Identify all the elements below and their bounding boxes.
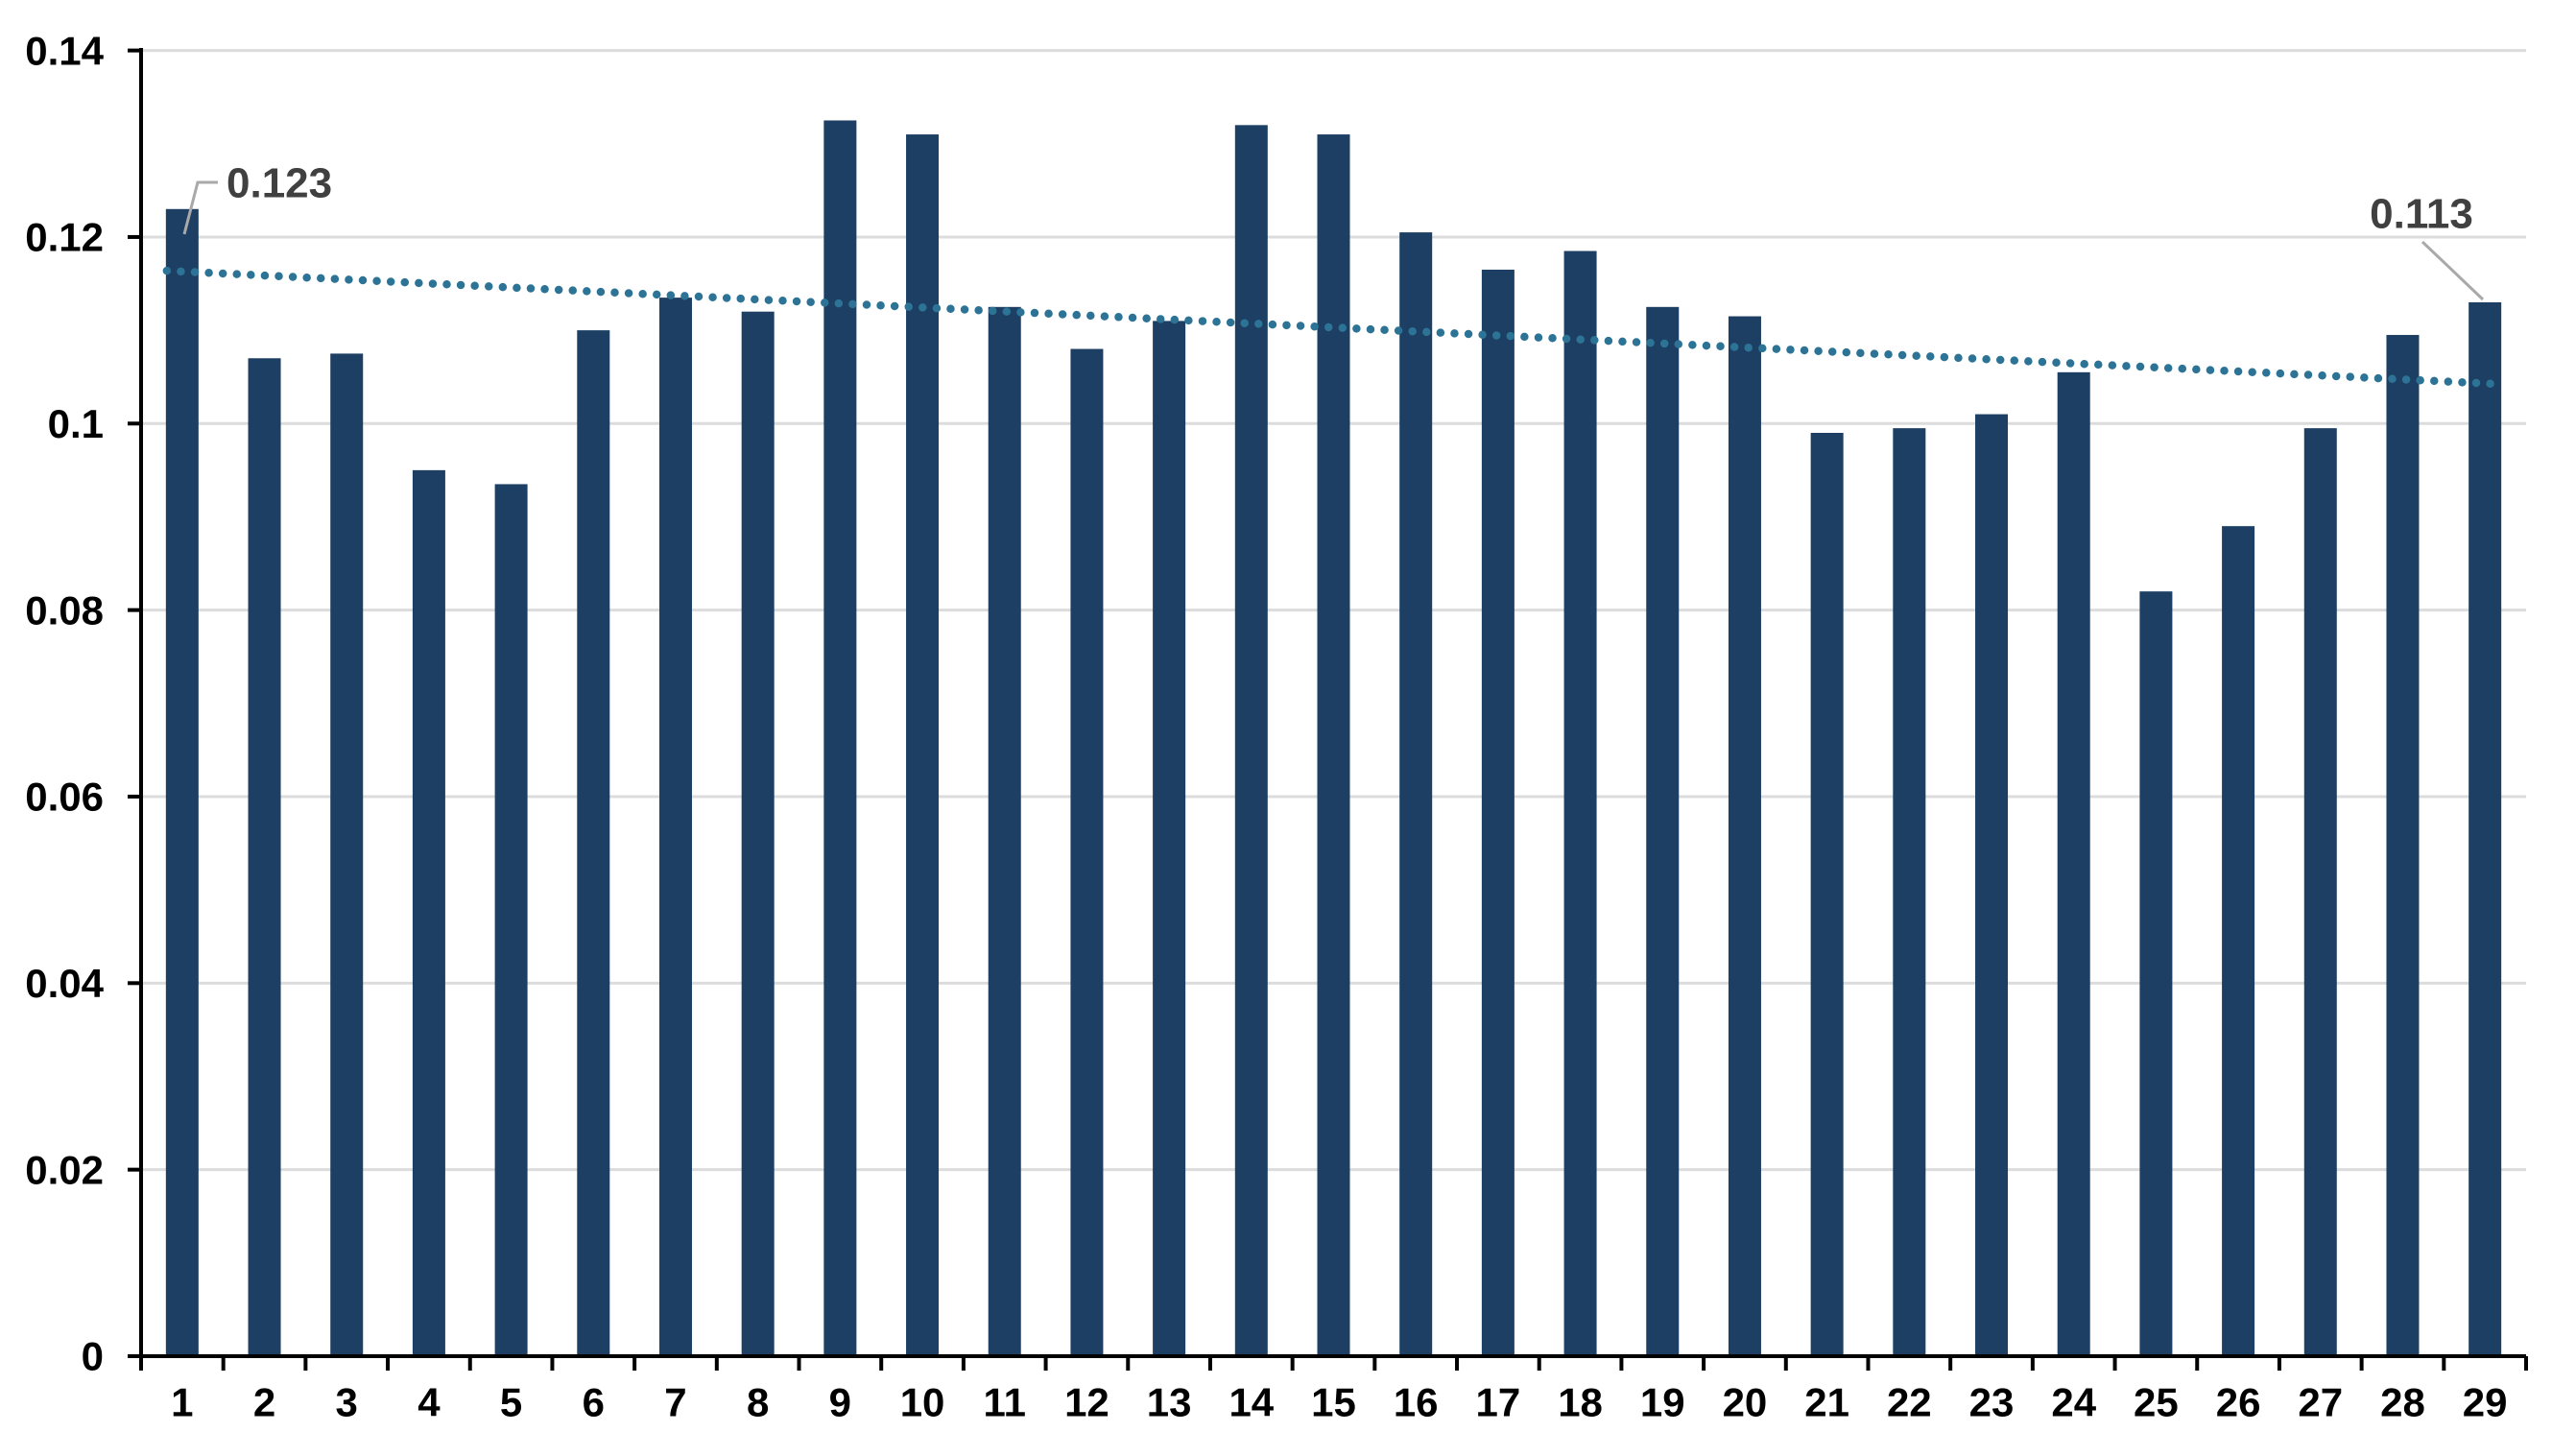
x-tick-label-29: 29 (2463, 1380, 2508, 1425)
y-tick-label-0.04: 0.04 (25, 961, 104, 1006)
bar-4 (412, 469, 445, 1356)
bar-17 (1481, 269, 1515, 1356)
data-label-leader-29 (2421, 240, 2485, 301)
x-tick-label-8: 8 (747, 1380, 769, 1425)
y-axis: 0 0.02 0.04 0.06 0.08 0.1 0.12 0.14 (25, 28, 141, 1379)
x-tick-label-2: 2 (253, 1380, 275, 1425)
x-tick-label-23: 23 (1969, 1380, 2015, 1425)
data-label-1: 0.123 (227, 159, 332, 206)
bar-22 (1893, 428, 1926, 1356)
bar-25 (2139, 591, 2173, 1356)
bar-6 (577, 330, 610, 1357)
x-tick-label-19: 19 (1640, 1380, 1685, 1425)
bar-14 (1234, 125, 1268, 1356)
bar-1 (165, 208, 199, 1357)
annotations: 0.123 0.113 (182, 159, 2485, 301)
data-label-29: 0.113 (2370, 190, 2473, 237)
bar-11 (988, 306, 1021, 1357)
bar-12 (1070, 348, 1104, 1356)
bar-18 (1563, 251, 1597, 1357)
bar-26 (2222, 526, 2255, 1356)
trendline (162, 266, 2505, 389)
bar-2 (248, 358, 281, 1356)
x-tick-label-24: 24 (2051, 1380, 2096, 1425)
y-tick-label-0: 0 (82, 1334, 104, 1379)
x-tick-label-15: 15 (1311, 1380, 1356, 1425)
bar-15 (1317, 134, 1350, 1356)
x-tick-label-22: 22 (1887, 1380, 1932, 1425)
data-label-leader-1 (182, 180, 218, 235)
bar-9 (823, 120, 857, 1357)
x-tick-label-11: 11 (984, 1380, 1026, 1425)
bar-19 (1646, 306, 1680, 1357)
bar-24 (2057, 371, 2090, 1356)
bar-23 (1975, 414, 2009, 1356)
bar-21 (1810, 433, 1844, 1356)
x-tick-label-17: 17 (1476, 1380, 1521, 1425)
bar-5 (494, 484, 528, 1356)
x-tick-label-1: 1 (171, 1380, 193, 1425)
bar-29 (2469, 301, 2502, 1356)
bar-13 (1153, 321, 1186, 1356)
bar-27 (2303, 428, 2337, 1356)
y-tick-label-0.08: 0.08 (25, 587, 104, 633)
x-tick-label-16: 16 (1394, 1380, 1439, 1425)
x-axis: 1 2 3 4 5 6 7 8 9 10 11 12 13 14 15 16 17 18 19 20 21 22 23 24 2… (139, 1356, 2528, 1425)
bar-10 (906, 134, 940, 1356)
x-tick-label-4: 4 (417, 1380, 441, 1425)
bar-28 (2386, 334, 2420, 1356)
y-tick-label-0.14: 0.14 (25, 28, 104, 73)
x-tick-label-21: 21 (1804, 1380, 1849, 1425)
x-tick-label-20: 20 (1723, 1380, 1768, 1425)
y-tick-label-0.12: 0.12 (25, 215, 104, 260)
bar-16 (1399, 232, 1433, 1357)
bar-20 (1728, 316, 1761, 1356)
x-tick-label-10: 10 (900, 1380, 945, 1425)
y-tick-label-0.1: 0.1 (48, 401, 104, 446)
x-tick-label-26: 26 (2216, 1380, 2261, 1425)
x-tick-label-14: 14 (1228, 1380, 1274, 1425)
x-tick-label-9: 9 (829, 1380, 851, 1425)
x-tick-label-18: 18 (1558, 1380, 1603, 1425)
x-tick-label-3: 3 (336, 1380, 358, 1425)
x-tick-label-25: 25 (2134, 1380, 2179, 1425)
y-tick-label-0.02: 0.02 (25, 1147, 104, 1192)
x-tick-label-27: 27 (2298, 1380, 2343, 1425)
bars (165, 120, 2502, 1357)
bar-8 (741, 311, 775, 1357)
bar-7 (658, 298, 692, 1357)
x-tick-label-7: 7 (664, 1380, 686, 1425)
x-tick-label-28: 28 (2380, 1380, 2425, 1425)
x-tick-label-5: 5 (500, 1380, 522, 1425)
bar-3 (330, 353, 364, 1357)
x-tick-label-13: 13 (1147, 1380, 1192, 1425)
y-tick-label-0.06: 0.06 (25, 775, 104, 820)
x-tick-label-12: 12 (1064, 1380, 1109, 1425)
x-tick-label-6: 6 (583, 1380, 605, 1425)
